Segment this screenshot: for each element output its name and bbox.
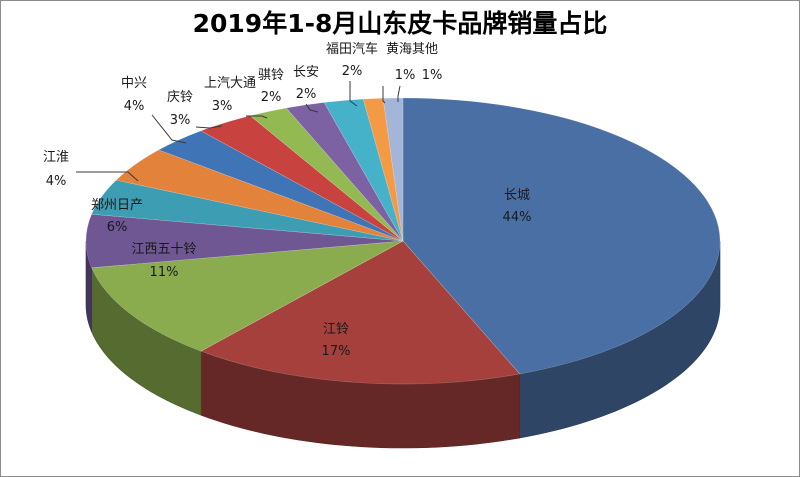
- slice-name-7: 上汽大通: [204, 76, 256, 91]
- slice-value-11: 1%: [395, 68, 416, 83]
- leader-lines: [76, 81, 401, 182]
- slice-value-3: 6%: [107, 220, 128, 235]
- chart-title: 2019年1-8月山东皮卡品牌销量占比: [192, 9, 608, 38]
- pie-slice-0: [402, 97, 721, 375]
- slice-value-0: 44%: [503, 210, 532, 225]
- pie-slice-2: [91, 240, 404, 352]
- pie-tops: [85, 97, 721, 385]
- pie-slice-5: [115, 149, 404, 242]
- slice-name-3: 郑州日产: [91, 198, 143, 213]
- leader-line-11: [382, 86, 386, 104]
- slice-name-4: 江淮: [43, 150, 69, 165]
- leader-line-6: [195, 125, 223, 129]
- slice-value-8: 2%: [261, 90, 282, 105]
- slice-value-12: 1%: [422, 68, 443, 83]
- pie-slice-1: [200, 240, 521, 385]
- slice-name-11: 黄海其他: [386, 42, 438, 57]
- slice-name-10: 福田汽车: [326, 41, 378, 57]
- leader-line-12: [397, 85, 401, 102]
- pie-slice-3: [85, 213, 404, 269]
- slice-labels: 长城 44% 江铃 17% 江西五十铃 11% 郑州日产 6% 江淮 4% 中兴 4% 庆铃 3% 上汽大通…: [43, 41, 531, 359]
- slice-value-6: 3%: [170, 113, 191, 128]
- pie-slice-9: [285, 102, 404, 242]
- pie-sides: [85, 240, 721, 449]
- slice-name-1: 江铃: [323, 322, 349, 337]
- slice-name-9: 长安: [293, 65, 319, 80]
- leader-line-5: [151, 114, 187, 144]
- slice-name-0: 长城: [504, 188, 530, 203]
- slice-value-7: 3%: [212, 99, 233, 114]
- leader-line-10: [349, 81, 358, 107]
- slice-name-8: 骐铃: [258, 68, 284, 83]
- pie-slice-6: [158, 130, 404, 242]
- pie-slice-4: [91, 179, 404, 242]
- leader-line-7: [246, 115, 268, 119]
- slice-name-2: 江西五十铃: [131, 242, 196, 257]
- slice-value-10: 2%: [342, 64, 363, 79]
- leader-line-9: [305, 103, 319, 113]
- slice-name-6: 庆铃: [167, 90, 193, 105]
- slice-value-2: 11%: [150, 265, 179, 280]
- slice-value-9: 2%: [296, 87, 317, 102]
- leader-line-4: [76, 171, 139, 182]
- slice-value-5: 4%: [124, 99, 145, 114]
- slice-value-4: 4%: [46, 174, 67, 189]
- slice-value-1: 17%: [322, 344, 351, 359]
- slice-name-5: 中兴: [121, 76, 147, 91]
- pie-slice-10: [323, 98, 404, 242]
